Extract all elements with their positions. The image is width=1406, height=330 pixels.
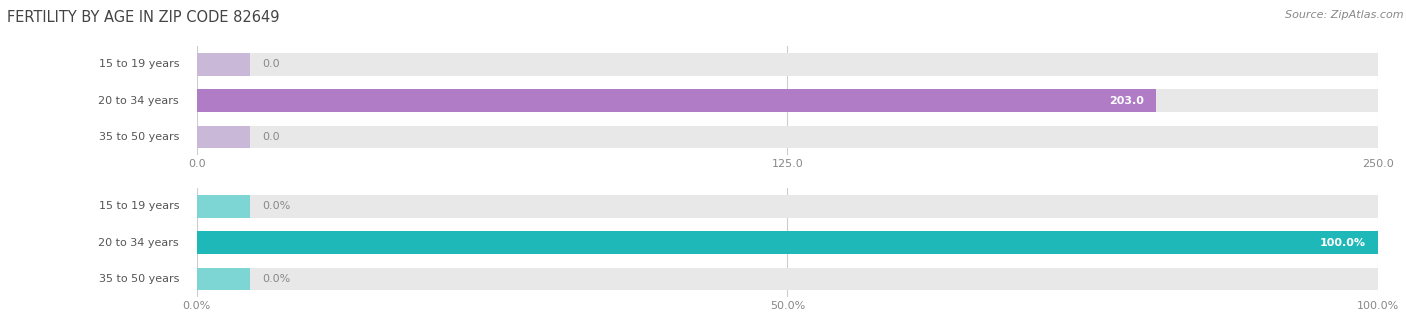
Bar	[197, 89, 1156, 112]
Text: 35 to 50 years: 35 to 50 years	[98, 274, 179, 284]
Text: 35 to 50 years: 35 to 50 years	[98, 132, 179, 142]
Bar	[197, 126, 1378, 148]
Text: 100.0%: 100.0%	[1320, 238, 1367, 248]
Text: 0.0%: 0.0%	[262, 201, 290, 211]
Text: 203.0: 203.0	[1109, 96, 1144, 106]
Bar	[197, 268, 1378, 290]
Text: 15 to 19 years: 15 to 19 years	[98, 201, 179, 211]
Text: 20 to 34 years: 20 to 34 years	[98, 238, 179, 248]
Text: 15 to 19 years: 15 to 19 years	[98, 59, 179, 69]
Text: 0.0%: 0.0%	[262, 274, 290, 284]
Text: Source: ZipAtlas.com: Source: ZipAtlas.com	[1285, 10, 1403, 20]
Text: FERTILITY BY AGE IN ZIP CODE 82649: FERTILITY BY AGE IN ZIP CODE 82649	[7, 10, 280, 25]
Bar	[197, 126, 250, 148]
Text: 20 to 34 years: 20 to 34 years	[98, 96, 179, 106]
Bar	[197, 268, 250, 290]
Bar	[197, 53, 250, 76]
Bar	[197, 89, 1378, 112]
Bar	[197, 231, 1378, 254]
Bar	[197, 195, 1378, 217]
Text: 0.0: 0.0	[262, 59, 280, 69]
Text: 0.0: 0.0	[262, 132, 280, 142]
Bar	[197, 53, 1378, 76]
Bar	[197, 231, 1378, 254]
Bar	[197, 195, 250, 217]
